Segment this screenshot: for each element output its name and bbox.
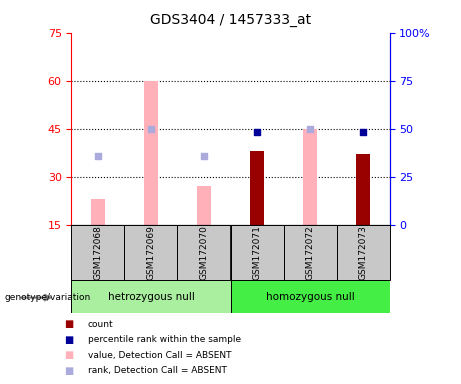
Text: genotype/variation: genotype/variation bbox=[5, 293, 91, 302]
Text: GDS3404 / 1457333_at: GDS3404 / 1457333_at bbox=[150, 13, 311, 27]
Bar bbox=[302, 129, 318, 225]
Text: ■: ■ bbox=[65, 366, 74, 376]
Bar bbox=[124, 225, 177, 280]
Bar bbox=[337, 225, 390, 280]
Bar bbox=[230, 225, 284, 280]
Point bbox=[148, 126, 155, 132]
Point bbox=[200, 152, 207, 159]
Point bbox=[359, 129, 366, 136]
Text: GSM172070: GSM172070 bbox=[200, 225, 208, 280]
Text: rank, Detection Call = ABSENT: rank, Detection Call = ABSENT bbox=[88, 366, 226, 375]
Text: GSM172072: GSM172072 bbox=[306, 225, 314, 280]
Text: ■: ■ bbox=[65, 319, 74, 329]
Bar bbox=[177, 225, 230, 280]
Text: homozygous null: homozygous null bbox=[266, 291, 355, 302]
Text: GSM172069: GSM172069 bbox=[147, 225, 155, 280]
Text: percentile rank within the sample: percentile rank within the sample bbox=[88, 335, 241, 344]
Bar bbox=[196, 186, 212, 225]
Bar bbox=[143, 81, 159, 225]
Text: ■: ■ bbox=[65, 335, 74, 345]
Bar bbox=[249, 151, 265, 225]
Bar bbox=[284, 225, 337, 280]
Text: GSM172068: GSM172068 bbox=[94, 225, 102, 280]
Text: count: count bbox=[88, 320, 113, 329]
Bar bbox=[355, 154, 371, 225]
Text: ■: ■ bbox=[65, 350, 74, 360]
Point bbox=[94, 152, 101, 159]
Point bbox=[254, 129, 261, 136]
Text: GSM172071: GSM172071 bbox=[253, 225, 261, 280]
Bar bbox=[90, 199, 106, 225]
Bar bbox=[71, 225, 124, 280]
Bar bbox=[71, 280, 230, 313]
Text: GSM172073: GSM172073 bbox=[359, 225, 367, 280]
Text: value, Detection Call = ABSENT: value, Detection Call = ABSENT bbox=[88, 351, 231, 360]
Point bbox=[306, 126, 313, 132]
Bar bbox=[230, 280, 390, 313]
Text: hetrozygous null: hetrozygous null bbox=[107, 291, 195, 302]
